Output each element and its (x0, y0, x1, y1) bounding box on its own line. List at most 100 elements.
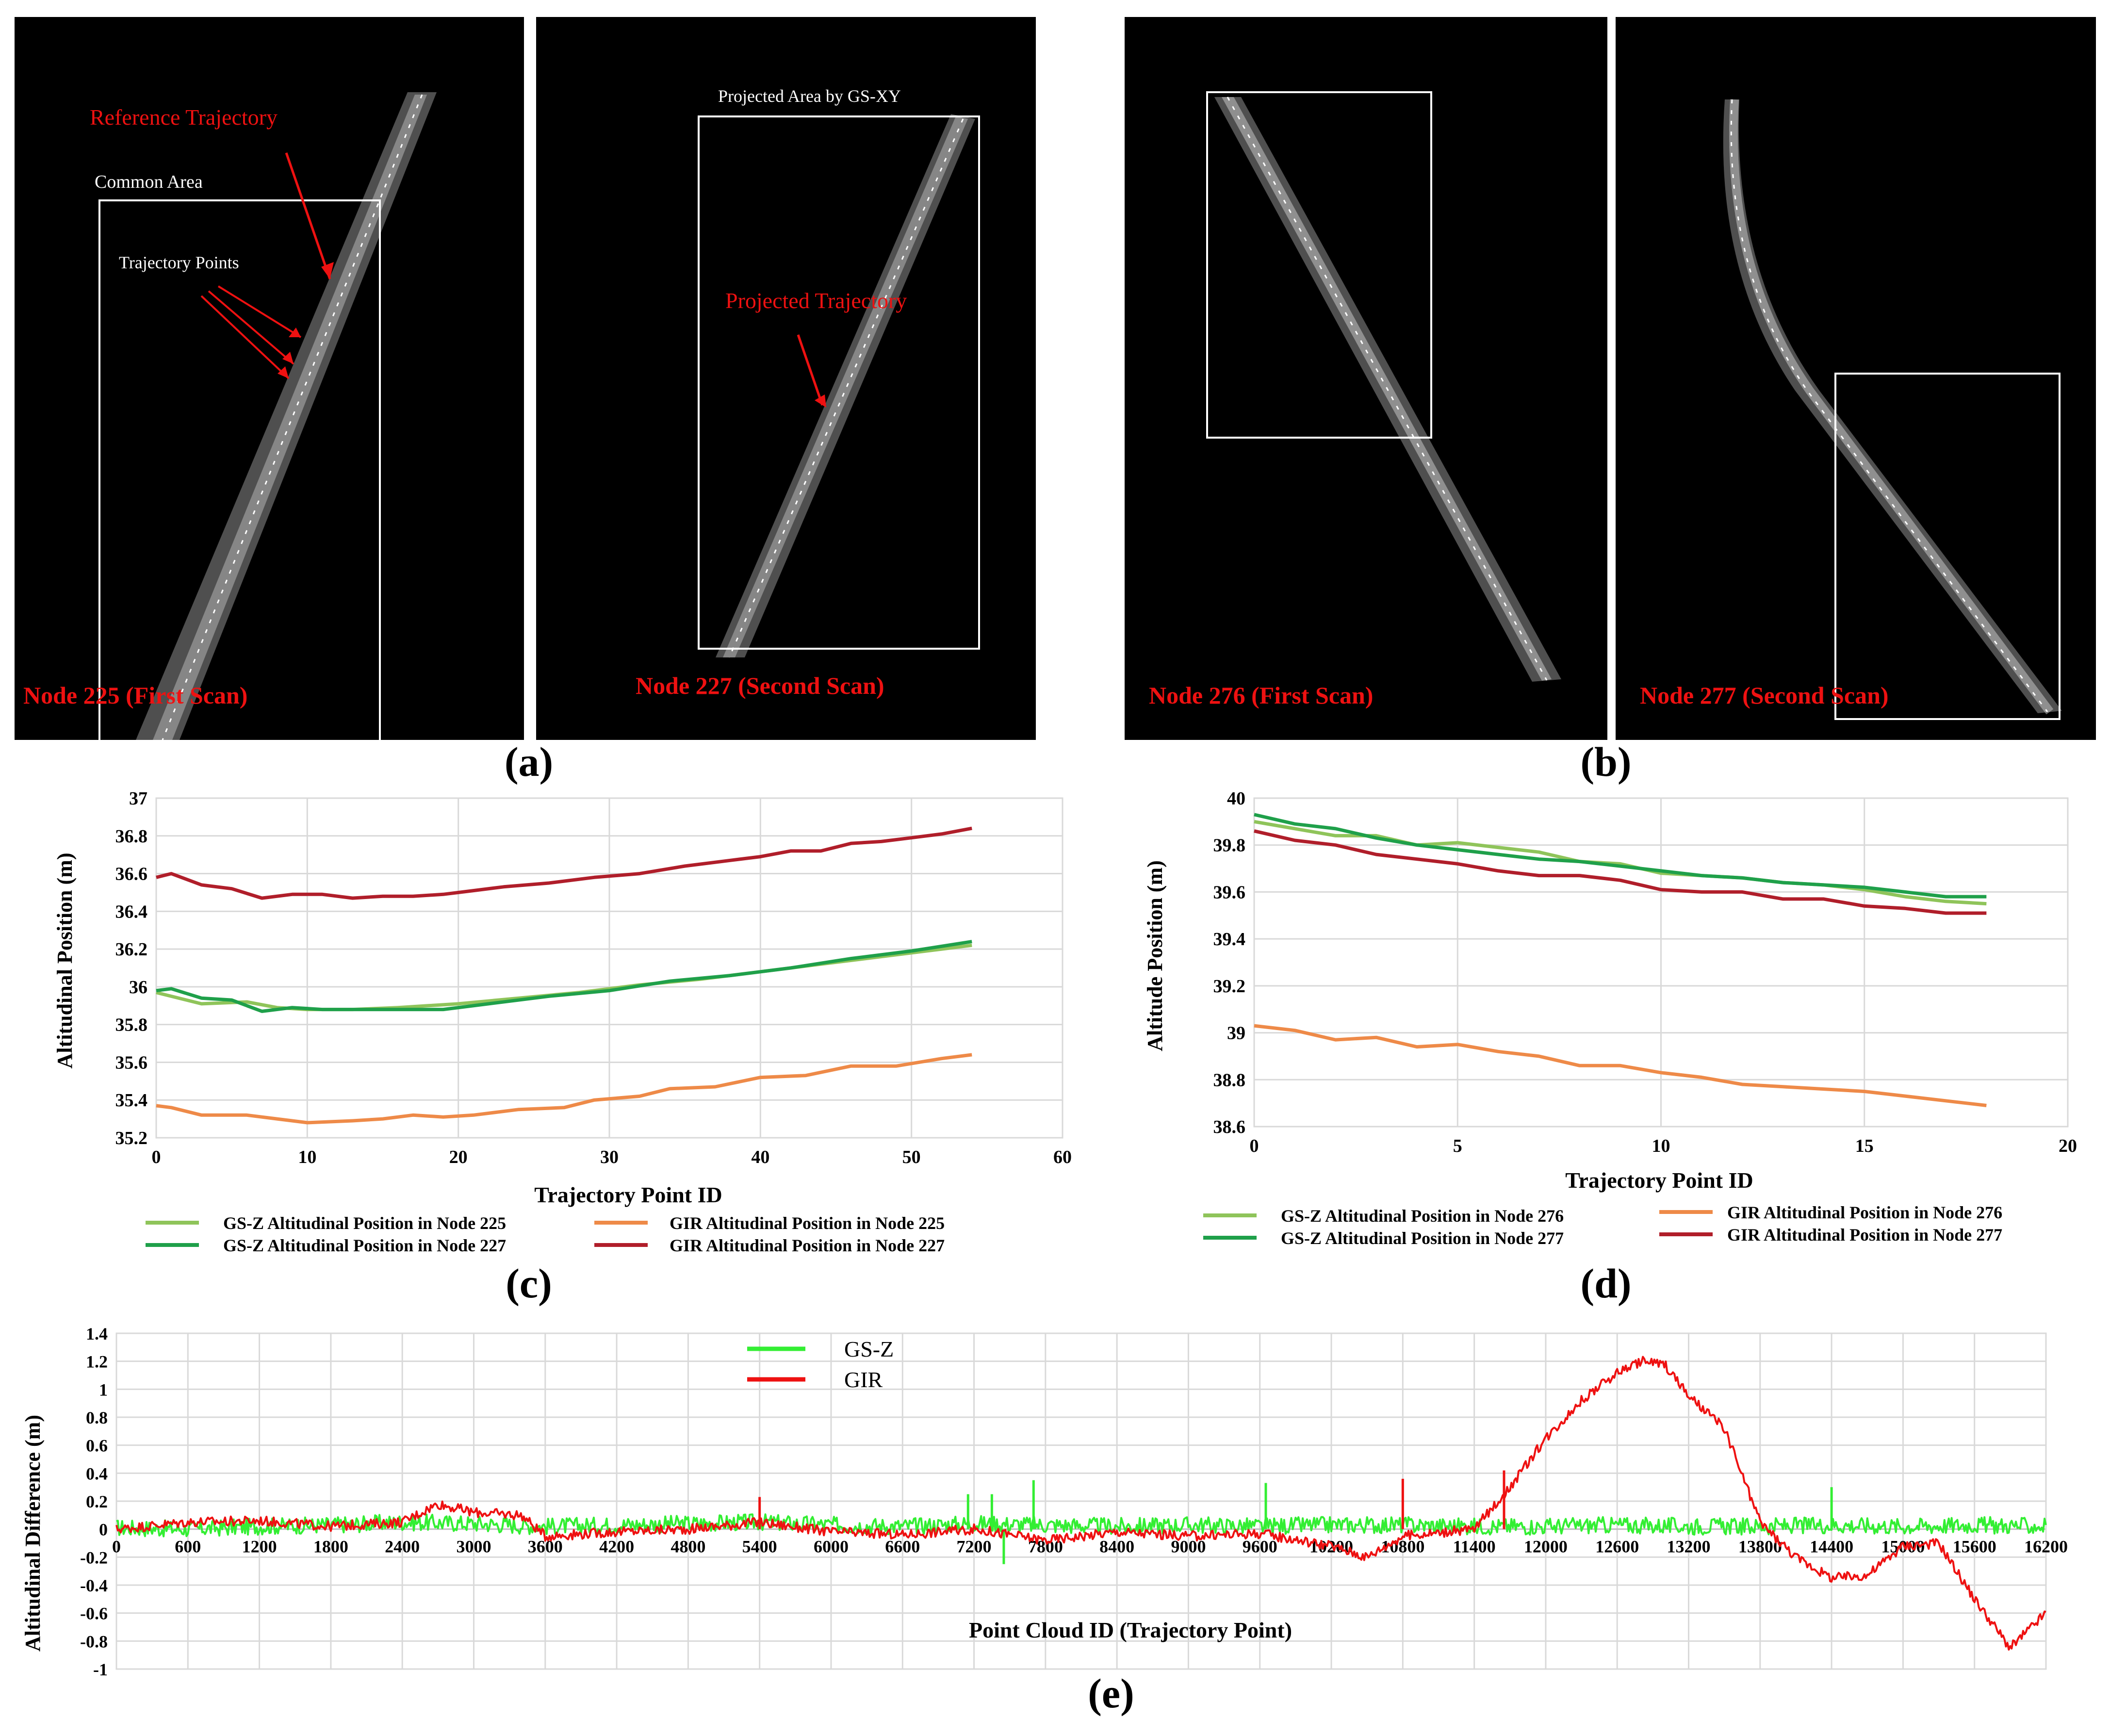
xtick-e-22: 13200 (1667, 1537, 1711, 1556)
xtick-e-14: 8400 (1099, 1537, 1134, 1556)
chart-d-grid (1253, 797, 2069, 1128)
ytick-e-6: 0.2 (86, 1492, 108, 1511)
series-c-2 (156, 1053, 972, 1125)
legend-d-gir-277: GIR Altitudinal Position in Node 277 (1727, 1225, 2002, 1245)
xtick-c-6: 60 (1053, 1147, 1072, 1167)
xtick-c-4: 40 (751, 1147, 769, 1167)
ytick-c-2: 35.6 (115, 1052, 148, 1073)
legend-c-gir-227: GIR Altitudinal Position in Node 227 (670, 1236, 945, 1255)
xtick-d-1: 5 (1453, 1136, 1462, 1156)
caption-b: (b) (1580, 738, 1632, 785)
xtick-d-0: 0 (1250, 1136, 1259, 1156)
node-277-point-cloud: Node 277 (Second Scan) (1640, 99, 2062, 720)
xtick-e-19: 11400 (1453, 1537, 1496, 1556)
ytick-e-11: 1.2 (86, 1352, 108, 1372)
ytick-e-9: 0.8 (86, 1408, 108, 1427)
chart-e-legend: GS-Z GIR (747, 1337, 894, 1392)
xtick-e-17: 10200 (1309, 1537, 1353, 1556)
legend-d-gir-276: GIR Altitudinal Position in Node 276 (1727, 1203, 2002, 1222)
ytick-c-6: 36.4 (115, 901, 148, 922)
projected-area-label: Projected Area by GS-XY (718, 86, 901, 106)
series-d-0 (1254, 819, 1987, 906)
ytick-d-4: 39.4 (1213, 929, 1246, 950)
chart-d-xlabel: Trajectory Point ID (1565, 1168, 1753, 1193)
ytick-e-5: 0 (99, 1520, 108, 1539)
xtick-c-3: 30 (600, 1147, 619, 1167)
projected-trajectory-arrow (797, 334, 824, 406)
xtick-e-10: 6000 (814, 1537, 849, 1556)
ytick-d-5: 39.6 (1213, 882, 1246, 902)
series-d-2 (1254, 1024, 1987, 1107)
ytick-e-7: 0.4 (86, 1464, 108, 1483)
xtick-e-2: 1200 (242, 1537, 277, 1556)
plot-frame-c (155, 797, 1063, 1139)
chart-d-ticks: 0 5 10 15 20 38.6 38.8 39 39.2 39.4 39.6 39.8 40 (1213, 788, 2077, 1156)
legend-e-gir: GIR (844, 1367, 883, 1392)
xtick-e-21: 12600 (1595, 1537, 1639, 1556)
xtick-e-12: 7200 (957, 1537, 992, 1556)
xtick-e-7: 4200 (599, 1537, 634, 1556)
plot-frame-e (115, 1332, 2047, 1670)
trajectory-points-label: Trajectory Points (119, 253, 239, 272)
caption-a: (a) (504, 738, 554, 785)
legend-d-gsz-277: GS-Z Altitudinal Position in Node 277 (1281, 1228, 1564, 1248)
xtick-e-3: 1800 (313, 1537, 348, 1556)
node-225-label: Node 225 (First Scan) (23, 682, 247, 709)
xtick-e-16: 9600 (1243, 1537, 1277, 1556)
xtick-e-25: 15000 (1881, 1537, 1925, 1556)
xtick-e-13: 7800 (1028, 1537, 1063, 1556)
ytick-c-5: 36.2 (115, 939, 148, 960)
xtick-e-6: 3600 (528, 1537, 563, 1556)
scan-panel-node-227: Projected Area by GS-XY Projected Trajec… (536, 17, 1036, 740)
xtick-e-1: 600 (175, 1537, 201, 1556)
ytick-c-8: 36.8 (115, 826, 148, 847)
legend-d-gsz-276: GS-Z Altitudinal Position in Node 276 (1281, 1206, 1564, 1226)
ytick-c-7: 36.6 (115, 864, 148, 884)
xtick-e-5: 3000 (456, 1537, 491, 1556)
ytick-e-8: 0.6 (86, 1436, 108, 1456)
node-227-point-cloud: Projected Area by GS-XY Projected Trajec… (636, 86, 980, 699)
ytick-c-3: 35.8 (115, 1015, 148, 1035)
xtick-d-3: 15 (1855, 1136, 1874, 1156)
xtick-e-8: 4800 (671, 1537, 705, 1556)
xtick-e-4: 2400 (385, 1537, 420, 1556)
plot-frame-d (1253, 797, 2069, 1128)
series-e-1 (115, 1356, 2046, 1651)
caption-e: (e) (1088, 1670, 1134, 1717)
chart-e-ticks: 0 600 1200 1800 2400 3000 3600 4200 4800 5400 6000… (80, 1324, 2068, 1679)
ytick-c-9: 37 (129, 788, 147, 809)
node-276-label: Node 276 (First Scan) (1149, 682, 1373, 709)
xtick-e-18: 10800 (1381, 1537, 1424, 1556)
xtick-e-9: 5400 (742, 1537, 777, 1556)
series-c-1 (156, 940, 972, 1013)
chart-e-ylabel: Altitudinal Difference (m) (21, 1415, 45, 1652)
xtick-e-11: 6600 (885, 1537, 920, 1556)
chart-c-ylabel: Altitudinal Position (m) (53, 853, 77, 1069)
ytick-e-0: -1 (93, 1660, 108, 1679)
legend-c-gir-225: GIR Altitudinal Position in Node 225 (670, 1213, 945, 1233)
ytick-e-10: 1 (99, 1380, 108, 1399)
chart-e-series (115, 1356, 2047, 1651)
series-d-3 (1254, 829, 1987, 915)
legend-c-gsz-227: GS-Z Altitudinal Position in Node 227 (223, 1236, 506, 1255)
scan-panel-node-277: Node 277 (Second Scan) (1616, 17, 2096, 740)
chart-d-series (1254, 813, 1987, 1107)
xtick-d-4: 20 (2059, 1136, 2077, 1156)
legend-e-gsz: GS-Z (844, 1337, 894, 1361)
chart-c-legend: GS-Z Altitudinal Position in Node 225 GS… (146, 1213, 945, 1255)
node-277-overlap-box (1834, 373, 2061, 720)
caption-d: (d) (1580, 1260, 1632, 1307)
ytick-e-1: -0.8 (80, 1632, 108, 1651)
ytick-d-2: 39 (1227, 1023, 1245, 1044)
xtick-c-5: 50 (902, 1147, 921, 1167)
xtick-e-23: 13800 (1738, 1537, 1782, 1556)
node-277-label: Node 277 (Second Scan) (1640, 682, 1889, 709)
series-c-0 (156, 943, 972, 1012)
ytick-d-6: 39.8 (1213, 835, 1246, 856)
chart-c-grid (155, 797, 1063, 1139)
ytick-e-12: 1.4 (86, 1324, 108, 1343)
xtick-e-24: 14400 (1810, 1537, 1853, 1556)
ytick-c-4: 36 (129, 977, 147, 998)
node-225-point-cloud: Reference Trajectory Common Area Traject… (23, 92, 437, 740)
chart-c-xlabel: Trajectory Point ID (534, 1182, 722, 1207)
